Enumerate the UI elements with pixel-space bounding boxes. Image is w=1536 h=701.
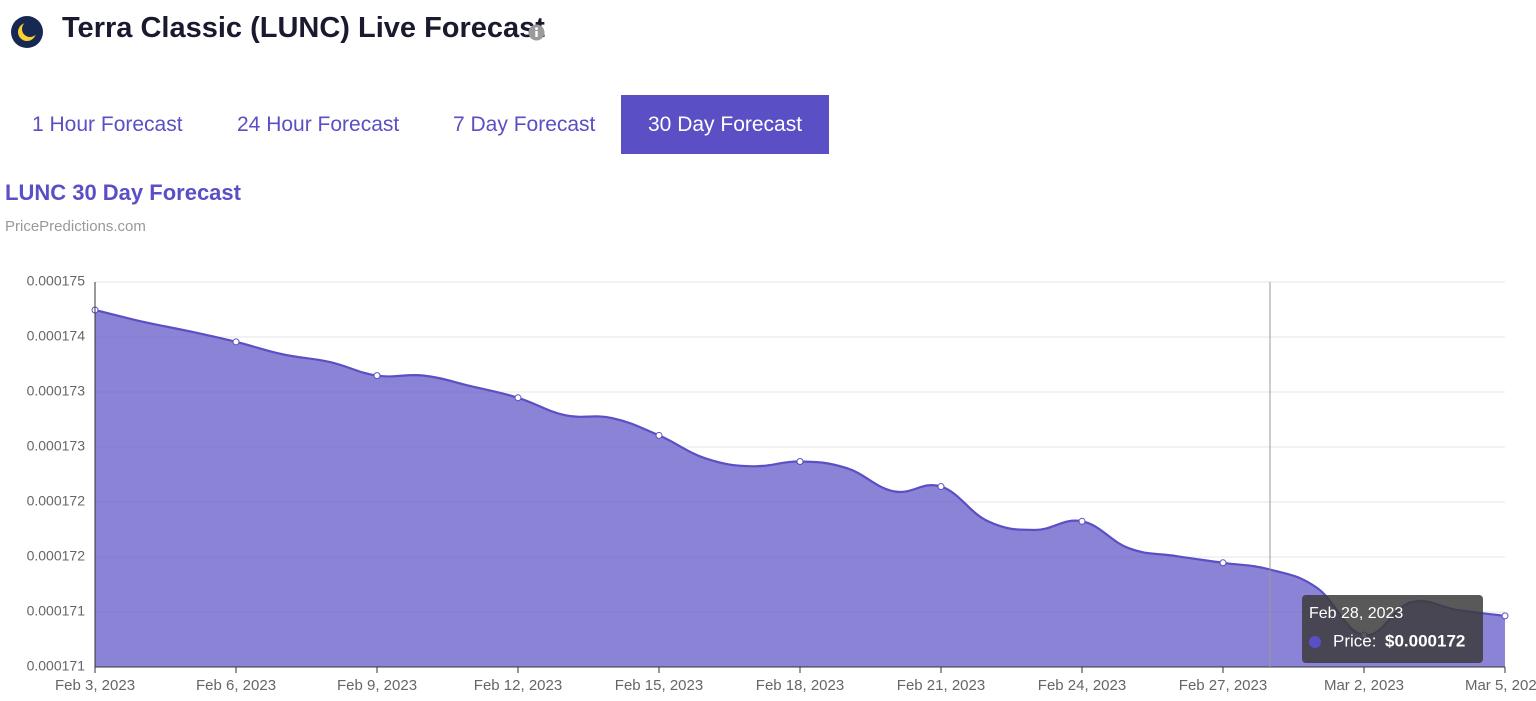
y-tick-label: 0.000175 [27, 273, 86, 289]
point [655, 431, 663, 439]
y-tick-label: 0.000171 [27, 603, 86, 619]
tab[interactable]: 24 Hour Forecast [237, 113, 400, 136]
point [232, 338, 240, 346]
tab[interactable]: 7 Day Forecast [453, 113, 596, 136]
x-tick-label: Feb 15, 2023 [615, 677, 703, 694]
page-title: Terra Classic (LUNC) Live Forecast [62, 12, 545, 44]
x-tick-label: Mar 5, 2023 [1465, 677, 1536, 694]
x-tick-label: Feb 12, 2023 [474, 677, 562, 694]
y-tick-label: 0.000171 [27, 658, 86, 674]
tooltip-label: Price: [1333, 631, 1376, 650]
x-tick-label: Feb 27, 2023 [1179, 677, 1267, 694]
x-tick-label: Feb 21, 2023 [897, 677, 985, 694]
y-tick-label: 0.000172 [27, 493, 86, 509]
y-tick-label: 0.000174 [27, 328, 86, 344]
point [1078, 517, 1086, 525]
y-tick-label: 0.000172 [27, 548, 86, 564]
tab-active[interactable]: 30 Day Forecast [621, 95, 830, 154]
x-tick-label: Feb 6, 2023 [196, 677, 276, 694]
area [95, 309, 1505, 667]
point [796, 457, 804, 465]
logo [11, 16, 43, 48]
tooltip-dot [1309, 636, 1321, 648]
tooltip-date: Feb 28, 2023 [1309, 605, 1403, 622]
point [373, 372, 381, 380]
chart-title: LUNC 30 Day Forecast [5, 180, 241, 205]
y-tick-label: 0.000173 [27, 383, 86, 399]
tooltip-box [1302, 595, 1483, 663]
y-tick-label: 0.000173 [27, 438, 86, 454]
tab[interactable]: 1 Hour Forecast [32, 113, 183, 136]
x-tick-label: Feb 24, 2023 [1038, 677, 1126, 694]
chart-subtitle: PricePredictions.com [5, 218, 146, 235]
x-tick-label: Mar 2, 2023 [1324, 677, 1404, 694]
point [937, 483, 945, 491]
x-tick-label: Feb 18, 2023 [756, 677, 844, 694]
tooltip: Feb 28, 2023 Price: $0.000172 [1302, 595, 1483, 663]
tooltip-value: $0.000172 [1385, 631, 1465, 650]
point [1501, 612, 1509, 620]
info-icon[interactable] [528, 24, 545, 41]
x-tick-label: Feb 9, 2023 [337, 677, 417, 694]
x-tick-label: Feb 3, 2023 [55, 677, 135, 694]
point [1219, 559, 1227, 567]
point [514, 394, 522, 402]
